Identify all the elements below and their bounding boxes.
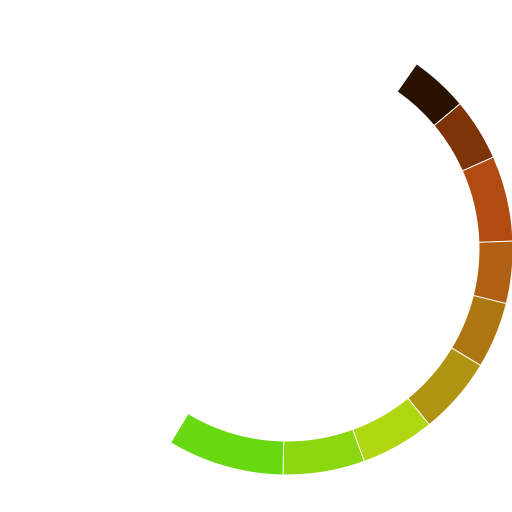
ring-segment-8 xyxy=(282,428,365,476)
ring-segment-4 xyxy=(472,240,512,305)
ring-segment-9 xyxy=(169,412,285,476)
ring-segment-3 xyxy=(461,156,512,243)
